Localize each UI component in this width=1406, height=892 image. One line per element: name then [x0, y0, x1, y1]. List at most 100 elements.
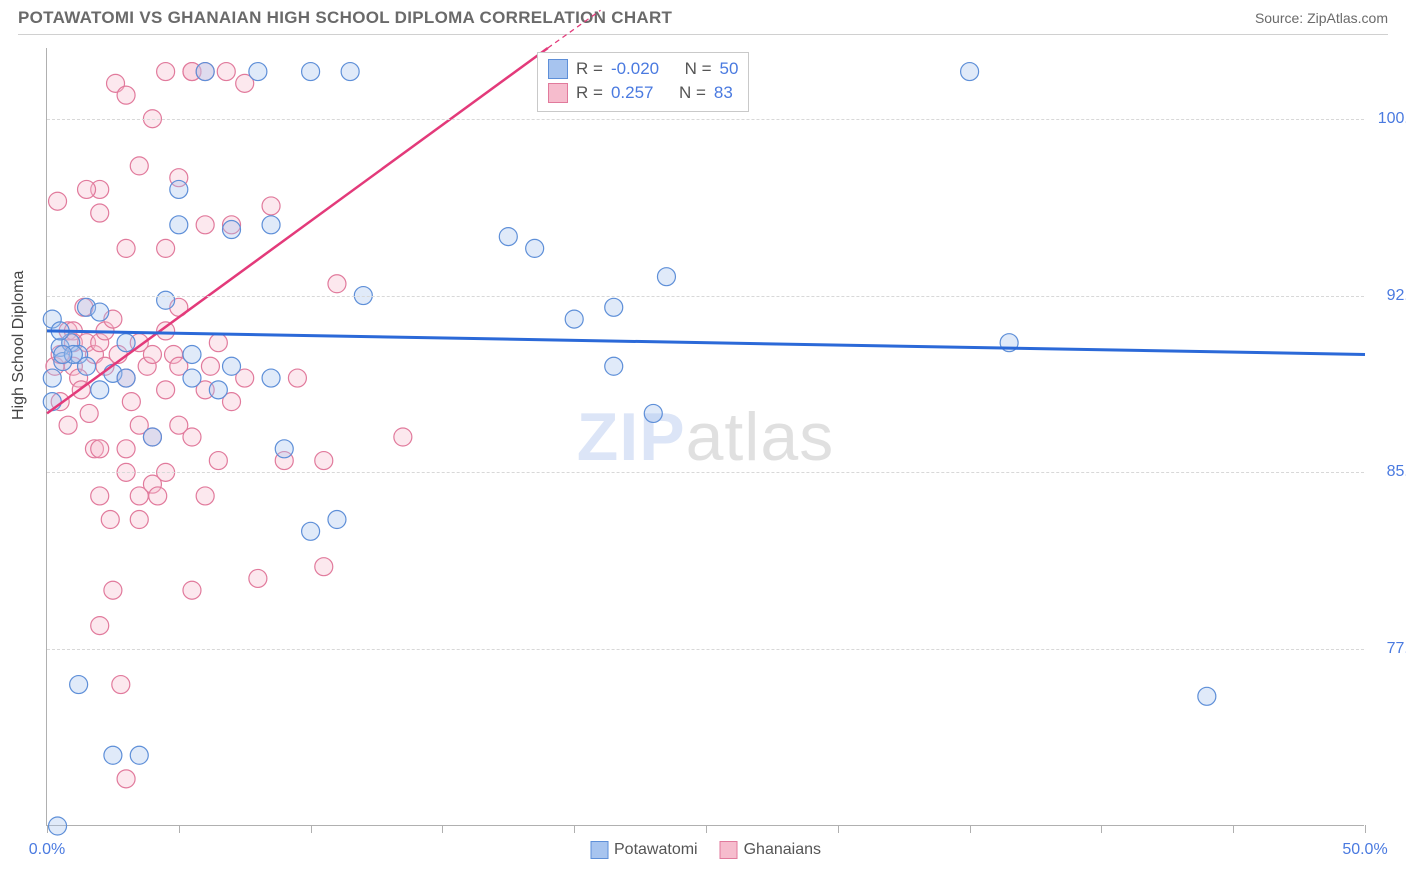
point-ghanaians — [117, 239, 135, 257]
xtick — [838, 825, 839, 833]
point-potawatomi — [196, 63, 214, 81]
point-ghanaians — [101, 511, 119, 529]
point-ghanaians — [196, 487, 214, 505]
point-potawatomi — [644, 404, 662, 422]
legend-bottom: Potawatomi Ghanaians — [590, 841, 821, 859]
ytick-label: 92.5% — [1370, 287, 1406, 305]
point-potawatomi — [341, 63, 359, 81]
point-ghanaians — [122, 393, 140, 411]
point-potawatomi — [275, 440, 293, 458]
point-potawatomi — [249, 63, 267, 81]
point-ghanaians — [209, 334, 227, 352]
point-ghanaians — [91, 204, 109, 222]
point-ghanaians — [315, 452, 333, 470]
xtick — [1101, 825, 1102, 833]
point-potawatomi — [526, 239, 544, 257]
point-potawatomi — [1198, 687, 1216, 705]
point-potawatomi — [657, 268, 675, 286]
point-ghanaians — [262, 197, 280, 215]
point-potawatomi — [183, 369, 201, 387]
point-ghanaians — [143, 345, 161, 363]
swatch-ghanaians — [548, 83, 568, 103]
point-potawatomi — [117, 334, 135, 352]
point-potawatomi — [605, 357, 623, 375]
point-ghanaians — [157, 381, 175, 399]
point-ghanaians — [91, 487, 109, 505]
point-potawatomi — [961, 63, 979, 81]
xtick — [1233, 825, 1234, 833]
point-ghanaians — [157, 239, 175, 257]
point-potawatomi — [605, 298, 623, 316]
chart-title: POTAWATOMI VS GHANAIAN HIGH SCHOOL DIPLO… — [18, 8, 672, 28]
point-ghanaians — [104, 581, 122, 599]
point-potawatomi — [143, 428, 161, 446]
point-ghanaians — [117, 770, 135, 788]
xtick-label: 50.0% — [1342, 841, 1387, 859]
xtick — [574, 825, 575, 833]
point-ghanaians — [249, 569, 267, 587]
point-potawatomi — [262, 216, 280, 234]
legend-item-potawatomi: Potawatomi — [590, 841, 698, 859]
swatch-potawatomi — [548, 59, 568, 79]
point-potawatomi — [70, 676, 88, 694]
xtick — [1365, 825, 1366, 833]
swatch-potawatomi-bottom — [590, 841, 608, 859]
gridline-h — [47, 472, 1364, 473]
point-ghanaians — [183, 581, 201, 599]
point-ghanaians — [91, 617, 109, 635]
gridline-h — [47, 119, 1364, 120]
xtick — [706, 825, 707, 833]
ytick-label: 77.5% — [1370, 640, 1406, 658]
point-ghanaians — [130, 511, 148, 529]
gridline-h — [47, 649, 1364, 650]
ytick-label: 85.0% — [1370, 463, 1406, 481]
plot-area: ZIPatlas R = -0.020 N = 50 R = 0.257 N =… — [46, 48, 1364, 826]
point-ghanaians — [315, 558, 333, 576]
point-potawatomi — [170, 216, 188, 234]
point-potawatomi — [328, 511, 346, 529]
point-potawatomi — [499, 228, 517, 246]
chart-svg — [47, 48, 1364, 825]
xtick — [442, 825, 443, 833]
point-potawatomi — [104, 746, 122, 764]
point-ghanaians — [183, 428, 201, 446]
y-axis-label: High School Diploma — [10, 271, 28, 420]
point-potawatomi — [91, 303, 109, 321]
point-ghanaians — [201, 357, 219, 375]
point-potawatomi — [209, 381, 227, 399]
point-ghanaians — [328, 275, 346, 293]
gridline-h — [47, 296, 1364, 297]
point-ghanaians — [394, 428, 412, 446]
point-ghanaians — [78, 180, 96, 198]
point-potawatomi — [223, 221, 241, 239]
legend-stats-row-ghanaians: R = 0.257 N = 83 — [548, 81, 738, 105]
trend-line — [47, 331, 1365, 355]
point-potawatomi — [262, 369, 280, 387]
xtick — [47, 825, 48, 833]
swatch-ghanaians-bottom — [720, 841, 738, 859]
point-ghanaians — [149, 487, 167, 505]
point-potawatomi — [223, 357, 241, 375]
point-potawatomi — [91, 381, 109, 399]
point-potawatomi — [130, 746, 148, 764]
legend-stats-row-potawatomi: R = -0.020 N = 50 — [548, 57, 738, 81]
xtick-label: 0.0% — [29, 841, 65, 859]
point-potawatomi — [170, 180, 188, 198]
point-potawatomi — [302, 63, 320, 81]
point-potawatomi — [117, 369, 135, 387]
point-ghanaians — [59, 416, 77, 434]
point-ghanaians — [117, 440, 135, 458]
point-ghanaians — [130, 157, 148, 175]
point-ghanaians — [209, 452, 227, 470]
xtick — [179, 825, 180, 833]
point-ghanaians — [91, 440, 109, 458]
point-ghanaians — [117, 86, 135, 104]
point-potawatomi — [157, 291, 175, 309]
point-ghanaians — [157, 63, 175, 81]
point-potawatomi — [302, 522, 320, 540]
point-ghanaians — [49, 192, 67, 210]
point-ghanaians — [288, 369, 306, 387]
ytick-label: 100.0% — [1370, 110, 1406, 128]
chart-header: POTAWATOMI VS GHANAIAN HIGH SCHOOL DIPLO… — [18, 8, 1388, 35]
legend-stats-box: R = -0.020 N = 50 R = 0.257 N = 83 — [537, 52, 749, 112]
